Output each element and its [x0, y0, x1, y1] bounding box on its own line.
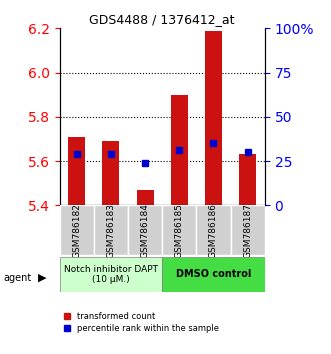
Bar — [68, 137, 85, 205]
Bar — [239, 154, 256, 205]
FancyBboxPatch shape — [162, 205, 196, 255]
Text: GSM786184: GSM786184 — [141, 202, 150, 258]
Text: DMSO control: DMSO control — [176, 269, 251, 279]
FancyBboxPatch shape — [60, 205, 94, 255]
Bar — [171, 95, 188, 205]
Legend: transformed count, percentile rank within the sample: transformed count, percentile rank withi… — [64, 312, 219, 333]
FancyBboxPatch shape — [162, 257, 265, 292]
Text: agent: agent — [3, 273, 31, 283]
FancyBboxPatch shape — [60, 257, 162, 292]
FancyBboxPatch shape — [196, 205, 231, 255]
Text: GSM786185: GSM786185 — [175, 202, 184, 258]
FancyBboxPatch shape — [231, 205, 265, 255]
FancyBboxPatch shape — [94, 205, 128, 255]
Text: GSM786186: GSM786186 — [209, 202, 218, 258]
FancyBboxPatch shape — [128, 205, 162, 255]
Bar — [205, 30, 222, 205]
Text: GSM786187: GSM786187 — [243, 202, 252, 258]
Text: Notch inhibitor DAPT
(10 μM.): Notch inhibitor DAPT (10 μM.) — [64, 265, 158, 284]
Bar — [137, 190, 154, 205]
Text: ▶: ▶ — [38, 273, 47, 283]
Text: GSM786183: GSM786183 — [106, 202, 116, 258]
Title: GDS4488 / 1376412_at: GDS4488 / 1376412_at — [89, 13, 235, 26]
Bar — [102, 141, 119, 205]
Text: GSM786182: GSM786182 — [72, 202, 81, 258]
